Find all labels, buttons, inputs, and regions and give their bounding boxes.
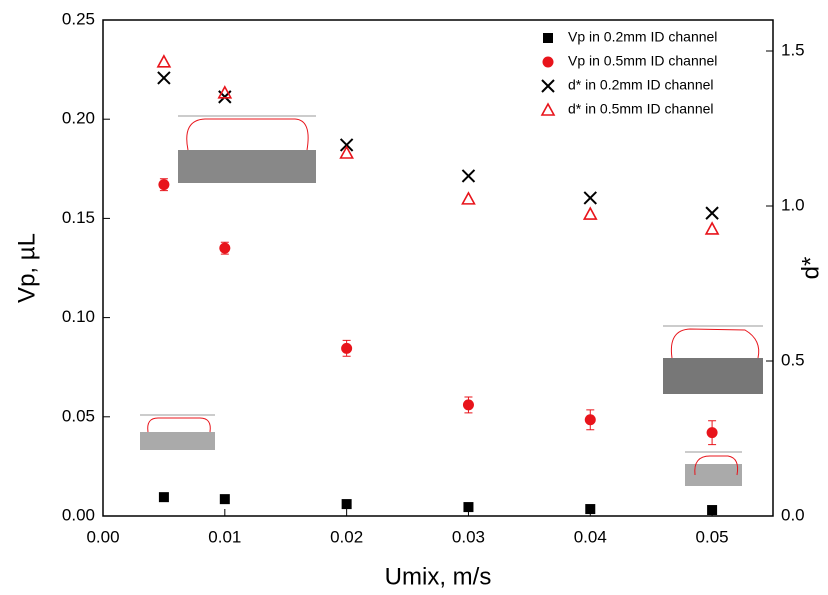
point (461, 169, 476, 183)
x-tick-label: 0.02 (330, 527, 363, 546)
point (705, 206, 719, 220)
point (583, 191, 597, 205)
y-tick-label: 0.15 (62, 208, 95, 227)
point (462, 399, 474, 411)
inset (663, 358, 763, 394)
x-tick-label: 0.03 (452, 527, 485, 546)
point (584, 414, 596, 426)
x-tick-label: 0.05 (696, 527, 729, 546)
inset (140, 432, 215, 450)
inset (178, 150, 316, 183)
legend-label: Vp in 0.2mm ID channel (568, 29, 717, 45)
point (156, 54, 172, 68)
point (463, 502, 474, 513)
point (157, 71, 171, 85)
y-tick-label: 0.00 (62, 505, 95, 524)
x-axis-label: Umix, m/s (385, 563, 492, 590)
legend-marker (541, 79, 555, 93)
point (219, 242, 231, 254)
point (158, 492, 169, 503)
y2-tick-label: 0.5 (781, 350, 805, 369)
legend-marker (542, 56, 554, 68)
y-tick-label: 0.10 (62, 307, 95, 326)
plot-frame (102, 19, 774, 517)
legend-label: Vp in 0.5mm ID channel (568, 53, 717, 69)
point (339, 145, 354, 159)
point (339, 138, 354, 152)
y2-tick-label: 1.0 (781, 195, 805, 214)
legend-label: d* in 0.5mm ID channel (568, 101, 714, 117)
y-axis-label: Vp, µL (13, 233, 40, 303)
y2-axis-label: d* (797, 257, 824, 280)
y2-tick-label: 1.5 (781, 40, 805, 59)
point (706, 427, 718, 439)
point (218, 90, 232, 104)
x-tick-label: 0.00 (86, 527, 119, 546)
point (341, 499, 352, 510)
legend-marker (540, 102, 556, 116)
inset (694, 455, 739, 476)
y2-tick-label: 0.0 (781, 505, 805, 524)
point (704, 221, 720, 235)
y-tick-label: 0.20 (62, 109, 95, 128)
legend-marker (543, 33, 553, 43)
point (585, 504, 596, 515)
inset (670, 328, 760, 359)
x-tick-label: 0.01 (208, 527, 241, 546)
inset-images (140, 115, 763, 486)
point (217, 85, 233, 99)
point (582, 206, 598, 220)
x-tick-label: 0.04 (574, 527, 607, 546)
inset (186, 118, 309, 151)
inset (147, 417, 211, 433)
y-tick-label: 0.25 (62, 9, 95, 28)
point (158, 179, 170, 191)
point (219, 494, 230, 505)
inset (685, 464, 742, 486)
point (461, 191, 476, 205)
point (341, 342, 353, 354)
legend-label: d* in 0.2mm ID channel (568, 77, 714, 93)
point (707, 505, 718, 516)
y-tick-label: 0.05 (62, 406, 95, 425)
